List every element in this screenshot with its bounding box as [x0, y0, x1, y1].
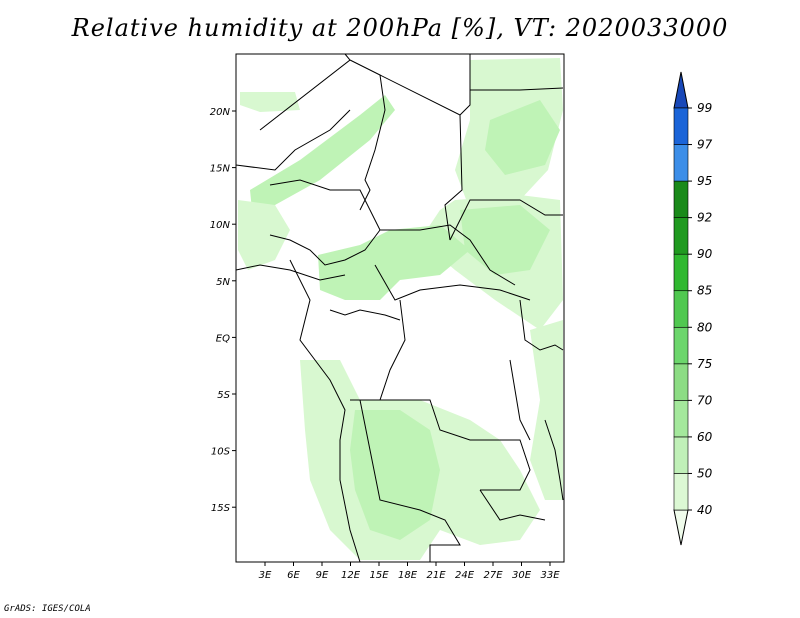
border-north-3	[470, 87, 564, 91]
humidity-area-east	[530, 320, 563, 500]
lon-tick-label: 12E	[341, 570, 361, 581]
border-mali	[235, 109, 351, 171]
colorbar-segment	[673, 107, 689, 145]
colorbar-label: 92	[697, 211, 712, 225]
border-lake-tanganyika	[509, 359, 531, 441]
colorbar-segment	[673, 436, 689, 474]
humidity-area-central-inner	[460, 205, 550, 275]
chart-title: Relative humidity at 200hPa [%], VT: 202…	[71, 14, 729, 42]
border-malawi	[544, 419, 564, 501]
humidity-area-west-africa	[238, 200, 290, 270]
colorbar-segment	[673, 290, 689, 328]
colorbar-segment	[673, 144, 689, 182]
colorbar-label: 40	[697, 503, 713, 517]
border-gabon	[329, 309, 401, 321]
lat-tick-label: 10S	[211, 447, 231, 458]
lon-tick-label: 3E	[259, 570, 272, 581]
colorbar-segment	[673, 473, 689, 511]
country-borders	[235, 53, 564, 563]
border-libya-chad	[444, 114, 463, 241]
border-sudan	[449, 199, 563, 241]
lon-tick-label: 15E	[369, 570, 389, 581]
colorbar-segment	[673, 217, 689, 255]
humidity-area-sahara-streak	[250, 95, 395, 210]
lat-tick-label: EQ	[216, 333, 230, 344]
lon-tick-label: 18E	[398, 570, 418, 581]
lon-tick-label: 33E	[540, 570, 560, 581]
colorbar-segment	[673, 363, 689, 401]
colorbar-label: 85	[697, 284, 712, 298]
lat-tick-label: 5S	[217, 390, 230, 401]
lon-tick-label: 27E	[483, 570, 503, 581]
longitude-axis: 3E 6E 9E 12E 15E 18E 21E 24E 27E 30E 33E	[259, 562, 560, 581]
colorbar-label: 95	[697, 174, 712, 188]
colorbar: 40 50 60 70 75 80 85 90 92 95 97 99	[673, 71, 713, 546]
colorbar-label: 75	[697, 357, 712, 371]
colorbar-upper-triangle	[673, 71, 689, 109]
colorbar-segment	[673, 253, 689, 292]
lon-tick-label: 6E	[287, 570, 300, 581]
border-niger	[359, 74, 386, 211]
map-frame	[235, 53, 565, 563]
border-east-lakes	[519, 299, 564, 351]
colorbar-segment	[673, 400, 689, 438]
lat-tick-label: 20N	[210, 107, 231, 118]
humidity-area-cameroon	[318, 225, 470, 300]
border-west-coast	[235, 264, 346, 281]
grads-credit: GrADS: IGES/COLA	[4, 604, 91, 614]
lat-tick-label: 15N	[210, 164, 231, 175]
lon-tick-label: 21E	[426, 570, 446, 581]
humidity-area-northwest	[240, 92, 300, 112]
border-drc	[350, 399, 531, 491]
colorbar-label: 97	[697, 138, 713, 152]
colorbar-label: 90	[697, 247, 713, 261]
colorbar-label: 70	[697, 393, 713, 407]
lat-tick-label: 5N	[216, 277, 230, 288]
lon-tick-label: 24E	[455, 570, 475, 581]
colorbar-label: 50	[697, 466, 713, 480]
humidity-fill-layer	[238, 58, 563, 560]
border-southwest-coast	[289, 259, 361, 563]
colorbar-lower-triangle	[673, 509, 689, 546]
border-angola	[359, 399, 461, 562]
colorbar-label: 60	[697, 430, 713, 444]
colorbar-label: 99	[697, 101, 712, 115]
border-car-south	[374, 264, 531, 301]
border-zambia	[479, 489, 546, 521]
humidity-area-angola	[350, 410, 440, 540]
latitude-axis: 20N 15N 10N 5N EQ 5S 10S 15S	[210, 107, 236, 514]
colorbar-segment	[673, 326, 689, 365]
lat-tick-label: 15S	[211, 503, 231, 514]
lat-tick-label: 10N	[210, 220, 231, 231]
border-nigeria	[269, 179, 381, 266]
border-chad-car	[380, 224, 516, 286]
colorbar-segment	[673, 180, 689, 218]
lon-tick-label: 30E	[512, 570, 532, 581]
colorbar-label: 80	[697, 320, 713, 334]
humidity-area-northeast-inner	[485, 100, 560, 175]
lon-tick-label: 9E	[316, 570, 329, 581]
